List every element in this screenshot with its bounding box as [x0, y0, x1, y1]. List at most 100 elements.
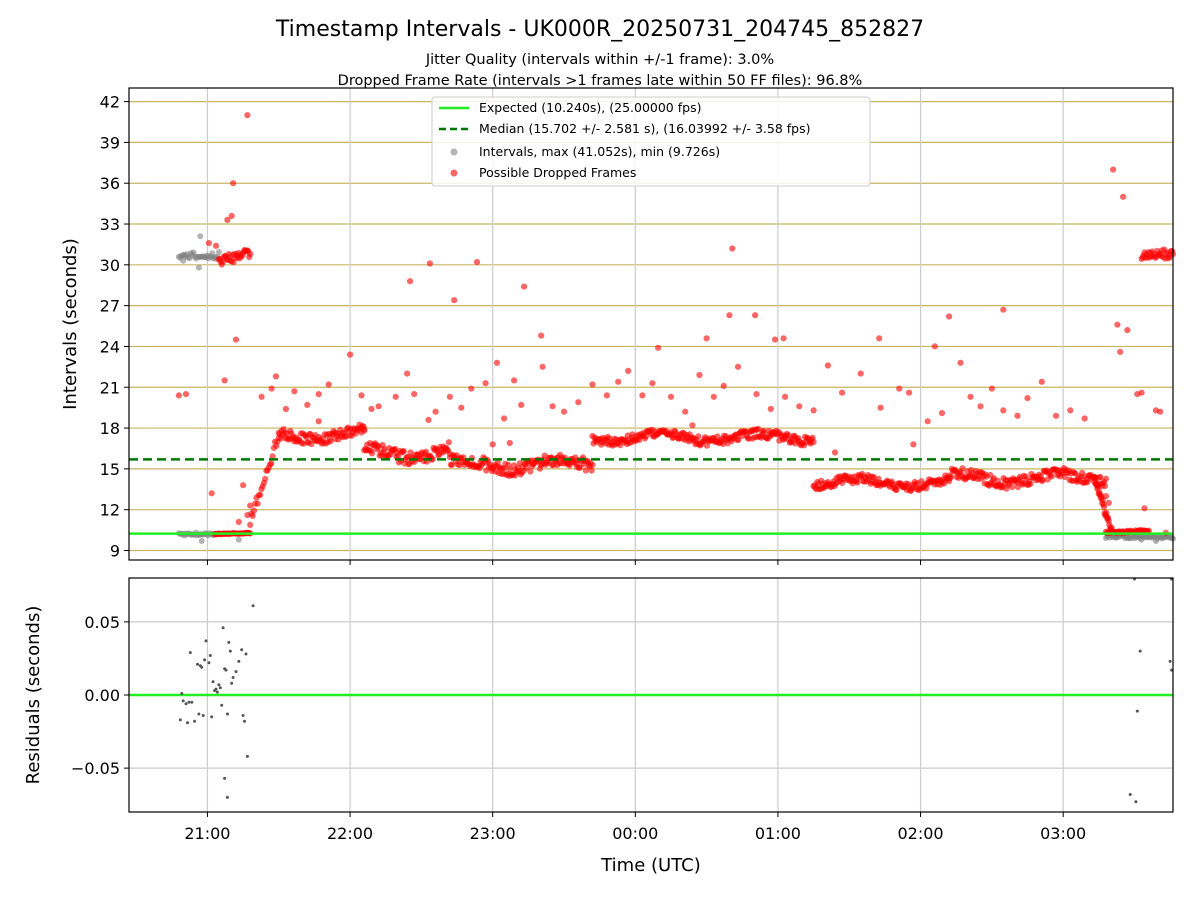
dropped-frame-point: [603, 392, 610, 399]
residual-point: [187, 700, 191, 704]
dropped-frame-point: [1120, 193, 1127, 200]
dropped-frame-point: [425, 416, 432, 423]
legend-median-label: Median (15.702 +/- 2.581 s), (16.03992 +…: [479, 121, 810, 136]
dropped-frame-point: [720, 440, 727, 448]
residuals-y-tick-label: 0.05: [84, 613, 120, 632]
dropped-frame-point: [689, 422, 696, 429]
dropped-frame-point: [182, 391, 190, 398]
intervals-y-axis-label: Intervals (seconds): [60, 238, 81, 410]
dropped-frame-point: [549, 403, 556, 410]
residual-point: [227, 640, 231, 644]
dropped-frame-point: [1014, 483, 1022, 491]
dropped-frame-point: [361, 427, 368, 434]
dropped-frame-point: [947, 473, 955, 480]
dropped-frame-point: [432, 408, 439, 415]
residual-point: [244, 652, 248, 656]
intervals-y-tick-label: 27: [100, 297, 120, 316]
chart-subtitle-jitter: Jitter Quality (intervals within +/-1 fr…: [425, 52, 774, 68]
dropped-frame-point: [857, 370, 864, 377]
dropped-frame-point: [729, 245, 736, 252]
dropped-frame-point: [1101, 482, 1109, 490]
residual-point: [221, 626, 225, 630]
residual-point: [1135, 709, 1139, 713]
residual-point: [230, 681, 234, 685]
x-tick-label: 00:00: [612, 824, 658, 843]
residual-point: [181, 699, 185, 703]
dropped-frame-point: [228, 212, 235, 219]
dropped-frame-point: [235, 518, 242, 526]
dropped-frame-point: [400, 448, 407, 455]
interval-point: [198, 538, 205, 544]
dropped-frame-point: [221, 377, 228, 384]
dropped-frame-point: [275, 434, 282, 442]
residual-point: [180, 692, 184, 695]
dropped-frame-point: [831, 449, 839, 456]
dropped-frame-point: [1138, 389, 1145, 396]
dropped-frame-point: [468, 385, 475, 392]
dropped-frame-point: [262, 475, 269, 483]
dropped-frame-point: [247, 250, 254, 258]
dropped-frame-point: [589, 381, 596, 388]
x-tick-label: 22:00: [327, 824, 373, 843]
intervals-grid: [129, 88, 1173, 560]
dropped-frame-point: [506, 439, 513, 447]
residual-point: [208, 654, 212, 657]
interval-point: [235, 536, 242, 543]
dropped-frame-point: [394, 453, 402, 460]
residual-point: [245, 754, 249, 758]
intervals-y-tick-label: 15: [100, 460, 120, 479]
intervals-y-tick-label: 42: [100, 93, 120, 112]
dropped-frame-point: [988, 385, 996, 392]
dropped-frame-point: [575, 399, 582, 406]
dropped-frame-point: [1110, 166, 1117, 173]
dropped-frame-point: [230, 180, 237, 187]
residual-point: [178, 718, 182, 722]
dropped-frame-point: [959, 465, 966, 472]
dropped-frame-point: [1102, 475, 1110, 482]
dropped-frame-point: [244, 511, 251, 519]
residual-point: [241, 714, 245, 717]
residual-point: [211, 680, 215, 684]
dropped-frame-point: [582, 467, 589, 474]
dropped-frame-point: [527, 468, 534, 475]
dropped-frame-point: [404, 370, 411, 377]
legend-expected-label: Expected (10.240s), (25.00000 fps): [479, 100, 701, 115]
dropped-frame-point: [780, 335, 787, 342]
dropped-frame-point: [244, 112, 251, 119]
dropped-frame-point: [375, 403, 382, 410]
dropped-frame-point: [938, 410, 946, 417]
residual-point: [186, 721, 189, 725]
dropped-frame-point: [458, 404, 465, 411]
residual-point: [251, 604, 255, 608]
x-tick-label: 23:00: [470, 824, 516, 843]
dropped-frame-point: [1108, 524, 1115, 532]
dropped-frame-point: [1039, 477, 1046, 484]
dropped-frame-point: [1038, 378, 1045, 385]
dropped-frame-point: [1157, 408, 1164, 415]
intervals-y-tick-label: 36: [100, 174, 120, 193]
legend-box: [431, 96, 871, 187]
dropped-frame-point: [205, 240, 212, 247]
residuals-x-ticks: 21:00 22:00 23:00 00:00 01:00 02:00 03:00: [184, 812, 1086, 843]
interval-point: [195, 264, 202, 271]
dropped-frame-point: [460, 454, 467, 461]
legend-intervals-swatch: [450, 148, 458, 156]
residual-point: [210, 715, 214, 719]
dropped-frame-point: [896, 385, 903, 392]
dropped-frame-point: [810, 407, 817, 414]
dropped-frame-point: [232, 336, 240, 343]
dropped-frame-point: [760, 427, 768, 434]
dropped-frame-point: [510, 377, 518, 384]
x-tick-label: 03:00: [1040, 824, 1086, 843]
dropped-frame-point: [625, 367, 632, 374]
dropped-frame-point: [710, 393, 717, 400]
dropped-frame-point: [249, 512, 256, 520]
dropped-frame-point: [247, 521, 254, 529]
chart-subtitle-dropped: Dropped Frame Rate (intervals >1 frames …: [338, 73, 863, 89]
dropped-frame-point: [649, 380, 656, 387]
dropped-frame-point: [381, 445, 388, 452]
dropped-frame-point: [946, 313, 953, 320]
intervals-y-tick-label: 9: [110, 541, 120, 560]
dropped-frame-point: [518, 401, 525, 408]
residual-point: [193, 719, 197, 723]
